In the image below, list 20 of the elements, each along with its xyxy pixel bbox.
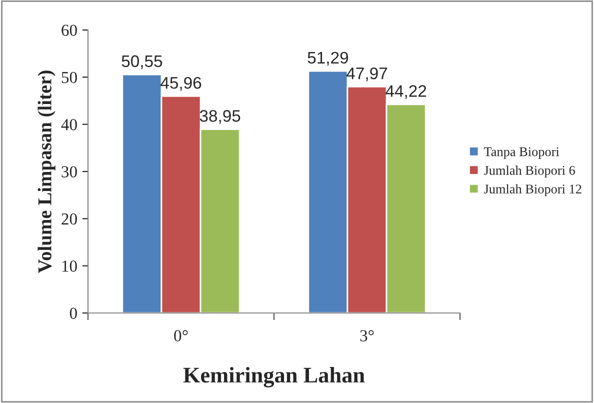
data-label: 44,22: [386, 85, 426, 99]
data-label: 38,95: [200, 110, 240, 124]
y-axis-title: Volume Limpasan (liter): [38, 70, 56, 274]
y-tick-label: 20: [62, 213, 77, 225]
data-label: 47,97: [346, 67, 388, 82]
y-tick-label: 10: [62, 260, 77, 272]
x-tick-label: 3°: [360, 330, 374, 342]
data-label: 50,55: [122, 55, 162, 70]
legend-label: Jumlah Biopori 12: [484, 184, 582, 196]
legend-label: Tanpa Biopori: [484, 147, 560, 159]
y-tick-label: 50: [62, 72, 77, 84]
x-tick-label: 0°: [174, 330, 188, 342]
data-label: 51,29: [308, 52, 348, 66]
data-label: 45,96: [160, 76, 202, 91]
y-tick-label: 30: [62, 166, 77, 178]
x-axis-title: Kemiringan Lahan: [183, 367, 365, 388]
y-tick-label: 60: [62, 24, 77, 36]
y-tick-label: 40: [61, 119, 77, 130]
y-tick-label: 0: [70, 308, 77, 319]
legend-label: Jumlah Biopori 6: [484, 166, 575, 178]
